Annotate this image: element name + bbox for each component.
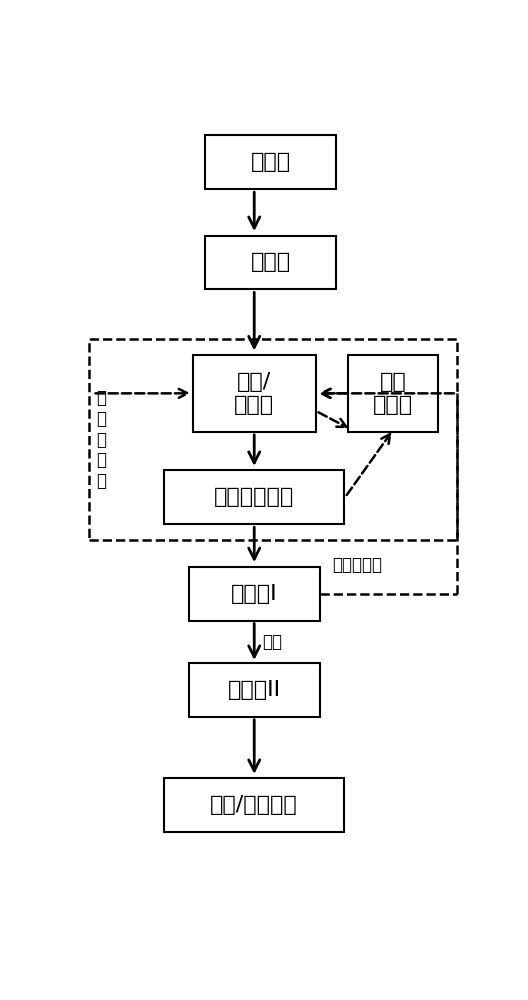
FancyBboxPatch shape	[164, 470, 344, 524]
FancyBboxPatch shape	[164, 778, 344, 832]
FancyBboxPatch shape	[205, 236, 336, 289]
Text: 清水池I: 清水池I	[231, 584, 278, 604]
Text: 蓄污池: 蓄污池	[251, 152, 290, 172]
FancyBboxPatch shape	[348, 355, 438, 432]
FancyBboxPatch shape	[189, 567, 320, 620]
FancyBboxPatch shape	[193, 355, 316, 432]
Text: 膜
再
生
废
液: 膜 再 生 废 液	[96, 389, 106, 490]
FancyBboxPatch shape	[189, 663, 320, 717]
Text: 调节/
沉淀池: 调节/ 沉淀池	[234, 372, 274, 415]
Text: 达标: 达标	[262, 633, 282, 651]
Text: 过滤池: 过滤池	[251, 252, 290, 272]
Text: 排放/回收利用: 排放/回收利用	[210, 795, 298, 815]
Text: 清水池II: 清水池II	[228, 680, 281, 700]
Text: 膜生物反应池: 膜生物反应池	[214, 487, 294, 507]
FancyBboxPatch shape	[205, 135, 336, 189]
Text: 污泥
浓缩池: 污泥 浓缩池	[373, 372, 413, 415]
Text: 检测不达标: 检测不达标	[332, 556, 382, 574]
